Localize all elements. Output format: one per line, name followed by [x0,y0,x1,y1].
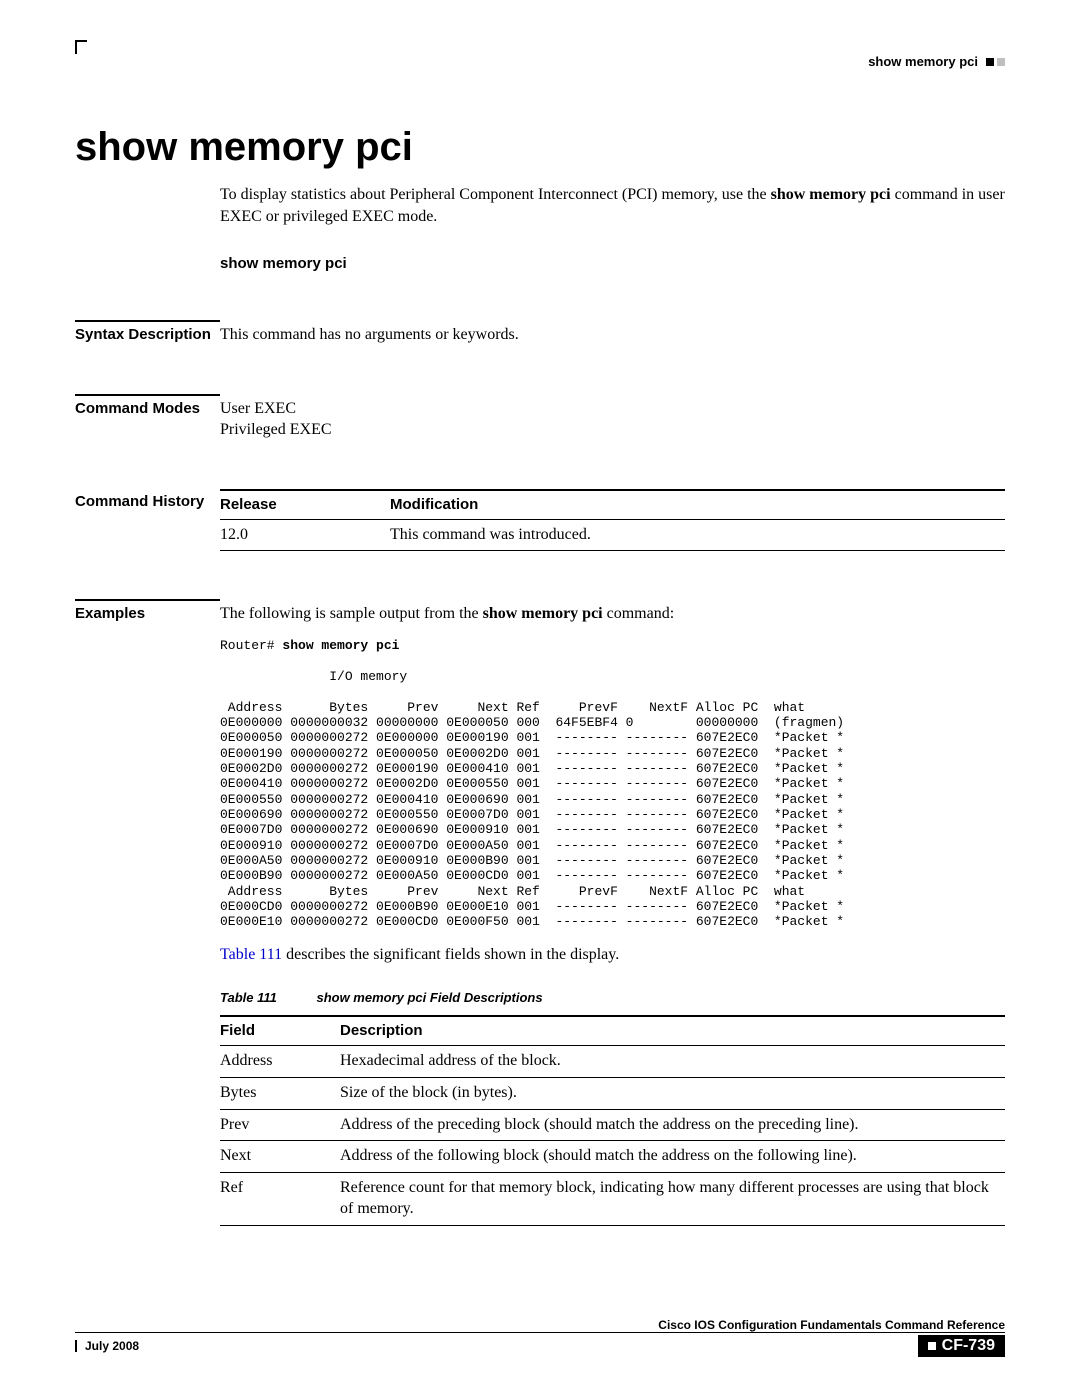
section-label: Syntax Description [75,320,220,346]
header-squares-icon [986,58,1005,66]
history-table: Release Modification 12.0 This command w… [220,489,1005,551]
footer-page-text: CF-739 [942,1337,995,1355]
section-body: The following is sample output from the … [220,599,1005,1226]
table-row: 12.0 This command was introduced. [220,520,1005,551]
examples-intro: The following is sample output from the … [220,603,1005,625]
section-body: Release Modification 12.0 This command w… [220,489,1005,551]
footer-page-number: CF-739 [918,1335,1005,1357]
page: show memory pci show memory pci To displ… [0,0,1080,1397]
table-ref-text: describes the significant fields shown i… [282,946,619,963]
cell-desc: Size of the block (in bytes). [340,1077,1005,1109]
section-command-history: Command History Release Modification 12.… [75,489,1005,551]
section-syntax-description: Syntax Description This command has no a… [75,320,1005,346]
col-description: Description [340,1016,1005,1046]
footer-divider [75,1332,1005,1333]
intro-paragraph: To display statistics about Peripheral C… [220,184,1005,227]
page-title: show memory pci [75,125,1005,170]
footer-date: July 2008 [75,1339,139,1353]
table-header-row: Field Description [220,1016,1005,1046]
footer-row: July 2008 CF-739 [75,1335,1005,1357]
cell-field: Address [220,1046,340,1078]
examples-intro-post: command: [603,605,675,622]
cell-desc: Reference count for that memory block, i… [340,1173,1005,1226]
table-row: Address Hexadecimal address of the block… [220,1046,1005,1078]
footer-reference: Cisco IOS Configuration Fundamentals Com… [75,1318,1005,1332]
table-header-row: Release Modification [220,490,1005,520]
examples-intro-bold: show memory pci [483,605,603,622]
code-output: I/O memory Address Bytes Prev Next Ref P… [220,669,844,929]
table-row: Bytes Size of the block (in bytes). [220,1077,1005,1109]
command-syntax: show memory pci [220,255,1005,272]
code-block: Router# show memory pci I/O memory Addre… [220,638,1005,929]
mode-line-2: Privileged EXEC [220,419,1005,441]
cell-modification: This command was introduced. [390,520,1005,551]
section-command-modes: Command Modes User EXEC Privileged EXEC [75,394,1005,441]
cell-desc: Address of the preceding block (should m… [340,1109,1005,1141]
section-examples: Examples The following is sample output … [75,599,1005,1226]
table-row: Ref Reference count for that memory bloc… [220,1173,1005,1226]
table-ref-link[interactable]: Table 111 [220,946,282,963]
prompt-command: show memory pci [282,638,399,653]
footer-mark-icon [75,1340,77,1352]
cell-field: Ref [220,1173,340,1226]
table-row: Prev Address of the preceding block (sho… [220,1109,1005,1141]
caption-label: Table 111 [220,990,277,1005]
page-footer: Cisco IOS Configuration Fundamentals Com… [75,1318,1005,1357]
col-modification: Modification [390,490,1005,520]
prompt: Router# [220,638,282,653]
examples-intro-pre: The following is sample output from the [220,605,483,622]
header-breadcrumb: show memory pci [868,54,978,69]
section-body: User EXEC Privileged EXEC [220,394,1005,441]
section-body: This command has no arguments or keyword… [220,320,1005,346]
cell-field: Prev [220,1109,340,1141]
cell-release: 12.0 [220,520,390,551]
mode-line-1: User EXEC [220,398,1005,420]
crop-mark-icon [75,40,87,54]
section-label: Command History [75,489,220,551]
cell-desc: Address of the following block (should m… [340,1141,1005,1173]
col-release: Release [220,490,390,520]
table-row: Next Address of the following block (sho… [220,1141,1005,1173]
footer-date-text: July 2008 [85,1339,139,1353]
intro-pre: To display statistics about Peripheral C… [220,186,771,203]
intro-bold: show memory pci [771,186,891,203]
table-caption: Table 111 show memory pci Field Descript… [220,989,1005,1007]
section-label: Examples [75,599,220,1226]
cell-field: Bytes [220,1077,340,1109]
cell-desc: Hexadecimal address of the block. [340,1046,1005,1078]
caption-title: show memory pci Field Descriptions [316,990,542,1005]
col-field: Field [220,1016,340,1046]
field-table: Field Description Address Hexadecimal ad… [220,1015,1005,1226]
table-reference: Table 111 describes the significant fiel… [220,944,1005,966]
section-label: Command Modes [75,394,220,441]
running-header: show memory pci [868,54,1005,69]
cell-field: Next [220,1141,340,1173]
